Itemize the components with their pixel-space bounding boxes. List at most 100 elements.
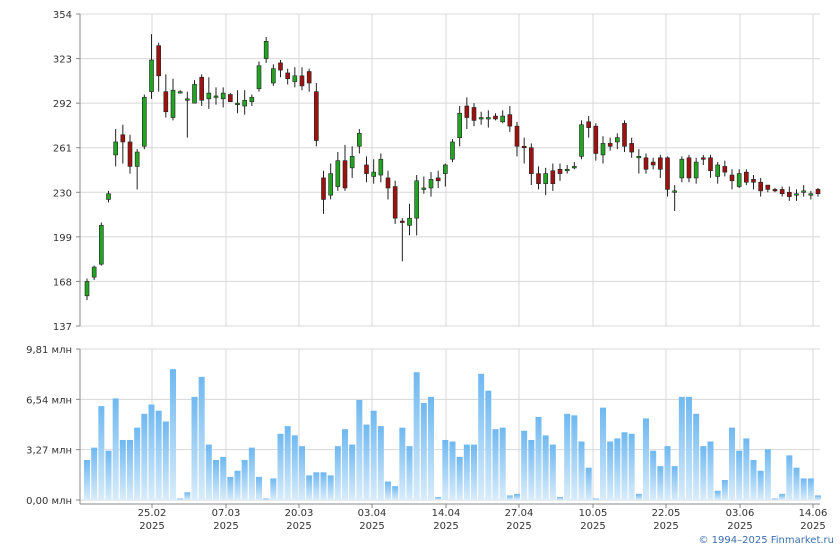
candle-body <box>586 121 591 128</box>
candle-body <box>328 173 333 196</box>
volume-bar <box>800 478 807 500</box>
candle-body <box>256 65 262 90</box>
candle-body <box>242 99 247 107</box>
volume-bar <box>557 496 563 500</box>
price-tick-label: 230 <box>53 188 72 199</box>
volume-bar <box>478 373 485 500</box>
candle-body <box>478 117 484 120</box>
volume-bar <box>621 432 628 500</box>
candle-body <box>263 41 269 59</box>
volume-bar <box>385 481 391 500</box>
volume-bar <box>528 439 535 500</box>
x-tick-year: 2025 <box>800 521 825 532</box>
volume-bar <box>442 439 449 500</box>
volume-bar <box>492 429 499 500</box>
volume-bar <box>356 399 363 500</box>
candle-body <box>199 76 204 101</box>
x-tick-year: 2025 <box>580 521 605 532</box>
volume-bar <box>420 403 427 500</box>
volume-bar <box>721 479 728 500</box>
candle-body <box>149 59 154 92</box>
candle-body <box>335 160 341 187</box>
volume-bar <box>184 492 191 500</box>
candle-body <box>400 220 405 223</box>
candle-body <box>794 193 799 196</box>
candle-body <box>715 164 720 177</box>
candle-body <box>435 177 441 182</box>
volume-bar <box>198 376 205 500</box>
volume-bar <box>506 495 513 500</box>
volume-bar <box>270 478 277 500</box>
volume-bar <box>428 396 434 500</box>
volume-bar <box>435 496 442 500</box>
volume-bar <box>349 444 356 500</box>
candle-body <box>378 158 384 176</box>
x-tick-year: 2025 <box>506 521 531 532</box>
candle-body <box>622 122 627 147</box>
volume-tick-label: 6,54 млн <box>26 395 72 406</box>
volume-bar <box>84 459 90 500</box>
volume-bar <box>370 410 377 500</box>
candle-body <box>392 186 398 219</box>
price-tick-label: 137 <box>53 322 72 333</box>
candle-body <box>206 92 212 100</box>
candle-body <box>564 168 570 172</box>
volume-bar <box>463 444 470 500</box>
candle-body <box>407 217 412 226</box>
volume-bar <box>313 472 320 500</box>
volume-bar <box>750 459 757 500</box>
volume-bar <box>643 418 649 500</box>
volume-bar <box>291 435 298 500</box>
candle-body <box>364 164 369 174</box>
candle-body <box>192 84 197 104</box>
volume-bar <box>112 398 119 500</box>
candle-body <box>228 94 233 103</box>
volume-bar <box>779 493 786 500</box>
volume-bar <box>392 486 399 500</box>
volume-bar <box>664 446 671 500</box>
candle-body <box>170 89 176 118</box>
x-tick-date: 10.05 <box>579 508 608 519</box>
candle-body <box>643 157 649 170</box>
candle-body <box>529 147 534 174</box>
x-tick-date: 20.03 <box>285 508 314 519</box>
candle-body <box>299 75 305 87</box>
candle-body <box>471 107 477 121</box>
candle-body <box>177 91 183 94</box>
volume-bar <box>256 476 262 500</box>
volume-bar <box>98 406 105 500</box>
candle-body <box>314 91 319 141</box>
candle-body <box>271 68 276 84</box>
x-tick-date: 07.03 <box>212 508 241 519</box>
volume-bar <box>786 455 793 500</box>
x-tick-year: 2025 <box>139 521 164 532</box>
candle-body <box>708 157 713 172</box>
volume-bar <box>263 498 270 500</box>
volume-bar <box>736 450 743 500</box>
candle-body <box>672 190 677 193</box>
volume-bar <box>205 444 212 500</box>
volume-bar <box>535 416 542 500</box>
candle-body <box>493 115 498 120</box>
volume-bar <box>284 426 291 500</box>
volume-bar <box>600 407 606 500</box>
candle-body <box>543 173 548 184</box>
volume-bar <box>607 441 614 500</box>
volume-bar <box>191 396 198 500</box>
price-y-axis: 354 323 292 261 230 199 168 137 <box>53 10 81 333</box>
candle-body <box>127 141 133 167</box>
volume-bar <box>234 470 241 500</box>
volume-bars <box>84 369 821 500</box>
candle-body <box>779 189 785 195</box>
volume-tick-label: 9,81 млн <box>26 345 72 356</box>
volume-bar <box>213 459 219 500</box>
volume-bar <box>614 438 621 500</box>
candle-body <box>278 62 283 71</box>
candle-body <box>787 191 792 197</box>
volume-bar <box>585 467 592 500</box>
volume-bar <box>564 413 571 500</box>
volume-bar <box>241 459 248 500</box>
volume-bar <box>155 410 162 500</box>
copyright-text: © 1994–2025 Finmarket.ru <box>698 535 834 546</box>
price-tick-label: 261 <box>53 144 72 155</box>
